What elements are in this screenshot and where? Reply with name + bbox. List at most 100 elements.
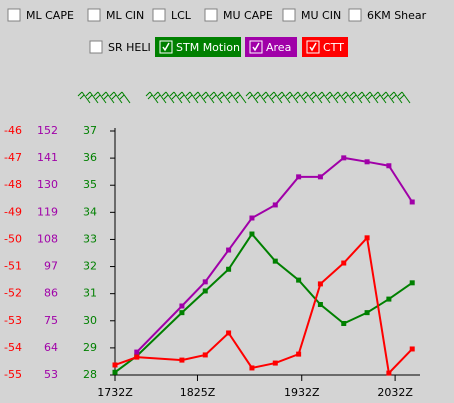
y-tick-label: 33 — [83, 232, 97, 245]
data-point — [272, 202, 278, 208]
data-point — [179, 303, 185, 309]
legend-label: STM Motion — [176, 41, 240, 54]
wind-barb — [357, 91, 371, 104]
data-point — [202, 288, 208, 294]
check-mark — [309, 42, 317, 52]
checkbox-label: LCL — [171, 9, 192, 22]
wind-barb — [177, 91, 191, 104]
data-point — [226, 247, 232, 253]
wind-barb — [209, 91, 223, 104]
wind-barb — [201, 91, 215, 104]
y-tick-label: -53 — [4, 314, 22, 327]
series-line — [136, 156, 414, 353]
checkbox[interactable] — [7, 8, 21, 22]
y-tick-label: -49 — [4, 205, 22, 218]
wind-barb — [285, 91, 299, 104]
checkbox[interactable] — [159, 40, 173, 54]
data-point — [386, 370, 392, 376]
wind-barb — [301, 91, 315, 104]
wind-barb — [225, 91, 239, 104]
y-tick-label: 152 — [37, 124, 58, 137]
data-point — [272, 258, 278, 264]
checkbox[interactable] — [89, 40, 103, 54]
y-tick-label: 97 — [44, 260, 58, 273]
checkbox-label: SR HELI — [108, 41, 151, 54]
checkbox-label: MU CIN — [301, 9, 341, 22]
y-tick-label: 34 — [83, 205, 97, 218]
data-point — [226, 266, 232, 272]
x-tick-label: 2032Z — [377, 386, 413, 399]
y-tick-label: -51 — [4, 260, 22, 273]
wind-barb — [77, 91, 91, 104]
data-point — [202, 352, 208, 358]
wind-barb — [397, 91, 411, 104]
wind-barb — [193, 91, 207, 104]
checkbox[interactable] — [282, 8, 296, 22]
checkbox-label: ML CIN — [106, 9, 144, 22]
y-tick-label: 141 — [37, 151, 58, 164]
wind-barb — [93, 91, 107, 104]
checkbox[interactable] — [348, 8, 362, 22]
legend-label: Area — [266, 41, 291, 54]
data-point — [112, 369, 118, 375]
data-point — [134, 349, 140, 355]
y-tick-label: -50 — [4, 232, 22, 245]
wind-barb — [317, 91, 331, 104]
wind-barb — [381, 91, 395, 104]
data-point — [249, 231, 255, 237]
wind-barb — [333, 91, 347, 104]
wind-barb — [169, 91, 183, 104]
y-tick-label: 29 — [83, 341, 97, 354]
legend-label: CTT — [323, 41, 344, 54]
y-tick-label: 37 — [83, 124, 97, 137]
wind-barb — [117, 91, 131, 104]
data-point — [386, 163, 392, 169]
data-point — [296, 277, 302, 283]
series-toggle[interactable] — [302, 37, 348, 57]
data-point — [409, 199, 415, 205]
y-tick-label: -54 — [4, 341, 22, 354]
check-mark — [162, 42, 170, 52]
y-tick-label: 119 — [37, 205, 58, 218]
data-point — [317, 174, 323, 180]
data-point — [409, 346, 415, 352]
series-toggle[interactable] — [245, 37, 297, 57]
y-tick-label: 130 — [37, 178, 58, 191]
data-point — [364, 235, 370, 241]
data-point — [202, 279, 208, 285]
wind-barb — [293, 91, 307, 104]
checkbox[interactable] — [204, 8, 218, 22]
wind-barb — [101, 91, 115, 104]
y-tick-label: 53 — [44, 368, 58, 381]
data-point — [341, 155, 347, 161]
checkbox[interactable] — [87, 8, 101, 22]
checkbox[interactable] — [152, 8, 166, 22]
checkbox[interactable] — [249, 40, 263, 54]
y-tick-label: 32 — [83, 260, 97, 273]
y-tick-label: 35 — [83, 178, 97, 191]
wind-barb — [245, 91, 259, 104]
data-point — [296, 351, 302, 357]
x-tick-label: 1825Z — [180, 386, 216, 399]
checkbox-label: 6KM Shear — [367, 9, 427, 22]
wind-barb — [349, 91, 363, 104]
checkbox-label: MU CAPE — [223, 9, 273, 22]
series-toggle[interactable] — [155, 37, 241, 57]
y-tick-label: 75 — [44, 314, 58, 327]
data-point — [272, 360, 278, 366]
data-point — [179, 357, 185, 363]
y-tick-label: 86 — [44, 287, 58, 300]
data-point — [341, 260, 347, 266]
data-point — [317, 281, 323, 287]
wind-barb — [325, 91, 339, 104]
data-point — [341, 320, 347, 326]
wind-barb — [161, 91, 175, 104]
y-tick-label: 108 — [37, 232, 58, 245]
wind-barb — [389, 91, 403, 104]
wind-barb — [253, 91, 267, 104]
data-point — [134, 354, 140, 360]
checkbox[interactable] — [306, 40, 320, 54]
y-tick-label: 30 — [83, 314, 97, 327]
x-tick-label: 1932Z — [284, 386, 320, 399]
